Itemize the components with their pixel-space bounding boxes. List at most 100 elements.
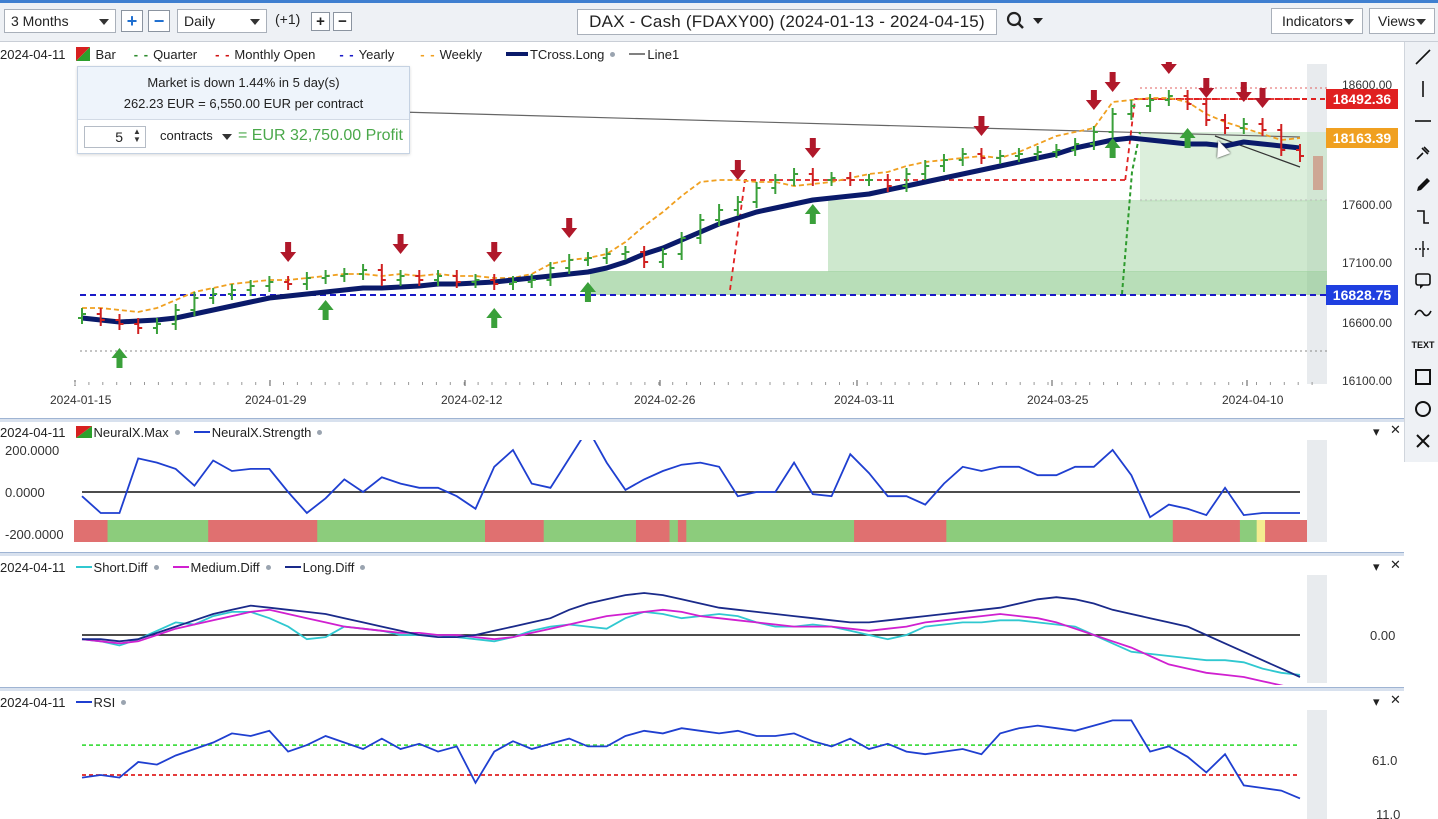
fib-tool[interactable] [1412,206,1434,228]
tcross-long-series [81,135,1301,325]
sell-arrow-icon [1160,62,1177,74]
diff-chart[interactable] [0,575,1404,685]
panel-divider[interactable] [0,687,1404,691]
long-diff-swatch-icon [284,566,301,568]
ellipse-tool[interactable] [1412,398,1434,420]
interval-select-value: Daily [184,13,216,29]
legend-item-short-diff: Short.Diff [93,559,148,575]
panel-close-icon[interactable]: ✕ [1390,422,1401,437]
offset-plus-button[interactable]: + [311,12,330,31]
indicators-button[interactable]: Indicators [1271,8,1363,34]
instrument-title[interactable]: DAX - Cash (FDAXY00) (2024-01-13 - 2024-… [577,9,997,35]
monthly-open-swatch: - - [215,46,231,62]
profit-calculator: Market is down 1.44% in 5 day(s) 262.23 … [77,66,410,154]
settings-dot-icon[interactable] [317,429,323,435]
views-button[interactable]: Views [1369,8,1435,34]
rsi-line [81,719,1301,800]
neural-chart[interactable] [0,440,1404,548]
legend-item-tcross-long: TCross.Long [529,46,605,62]
settings-dot-icon[interactable] [121,699,127,705]
monthly-zone [828,200,1327,272]
settings-dot-icon[interactable] [174,429,180,435]
legend-item-monthly-open: Monthly Open [234,46,316,62]
horizontal-line-tool[interactable] [1412,110,1434,132]
date-axis [74,380,1313,386]
minus-icon: − [153,11,165,31]
panel-divider[interactable] [0,552,1404,556]
interval-select[interactable]: Daily [177,9,267,33]
pin-tool[interactable] [1412,142,1434,164]
neural-max-band [1265,520,1308,542]
bar-swatch-icon [75,47,90,61]
legend-item-quarter: Quarter [153,46,198,62]
rectangle-tool[interactable] [1412,366,1434,388]
vertical-line-tool[interactable] [1412,78,1434,100]
weekly-swatch: - - [420,46,436,62]
panel-close-icon[interactable]: ✕ [1390,692,1401,707]
sell-arrow-icon [1254,88,1271,108]
date-axis-label: 2024-03-25 [1027,393,1089,407]
sell-arrow-icon [392,234,409,254]
neural-max-band [74,520,109,542]
panel-collapse-icon[interactable]: ▾ [1373,559,1380,574]
legend-date: 2024-04-11 [0,694,66,710]
chevron-down-icon[interactable] [222,134,232,145]
profit-value: EUR 32,750.00 Profit [251,127,403,144]
zoom-out-button[interactable]: − [148,10,170,32]
panel-close-icon[interactable]: ✕ [1390,557,1401,572]
neural-strength-swatch-icon [193,431,210,433]
neural-axis-label: -200.0000 [5,527,64,542]
callout-tool[interactable] [1412,270,1434,292]
panel-collapse-icon[interactable]: ▾ [1373,694,1380,709]
offset-label: (+1) [275,11,301,27]
legend-item-weekly: Weekly [439,46,482,62]
indicators-label: Indicators [1282,13,1343,29]
rsi-chart[interactable] [0,710,1404,819]
profit-result: = EUR 32,750.00 Profit [238,127,403,145]
neural-max-band [946,520,1174,542]
offset-minus-button[interactable]: − [333,12,352,31]
short-trendline [1214,135,1301,168]
zoom-in-button[interactable]: + [121,10,143,32]
rsi-swatch-icon [75,701,92,703]
legend-item-rsi: RSI [93,694,116,710]
trendline-tool[interactable] [1412,46,1434,68]
neural-max-band [677,520,687,542]
range-select[interactable]: 3 Months [4,9,116,33]
contracts-quantity-input[interactable]: 5 [84,126,146,148]
wave-icon [1414,309,1432,317]
sell-arrow-icon [804,138,821,158]
search-button[interactable] [1005,9,1045,33]
settings-dot-icon[interactable] [360,564,366,570]
legend-item-long-diff: Long.Diff [302,559,355,575]
pencil-tool[interactable] [1412,174,1434,196]
diff-scroll-track [1307,575,1327,683]
delete-drawings-tool[interactable] [1412,430,1434,452]
price-axis-label: 16100.00 [1342,374,1393,388]
sell-arrow-icon [1198,78,1215,98]
price-chart[interactable] [0,62,1404,418]
date-axis-label: 2024-02-12 [441,393,503,407]
quantity-stepper-icon[interactable]: ▲ ▼ [133,127,141,144]
neural-max-band [1256,520,1266,542]
settings-dot-icon[interactable] [265,564,271,570]
diff-legend: 2024-04-11 Short.Diff Medium.Diff Long.D… [0,558,379,576]
short-diff-swatch-icon [75,566,92,568]
drawing-toolbar: TEXT [1404,42,1438,462]
legend-date: 2024-04-11 [0,46,66,62]
panel-divider[interactable] [0,418,1404,422]
legend-item-neuralx-strength: NeuralX.Strength [211,424,312,440]
settings-dot-icon[interactable] [153,564,159,570]
settings-dot-icon[interactable] [610,51,616,57]
date-axis-label: 2024-02-26 [634,393,696,407]
diff-axis-label: 0.00 [1370,628,1396,643]
date-axis-label: 2024-04-10 [1222,393,1284,407]
sell-arrow-icon [1085,90,1102,110]
neural-max-band [485,520,545,542]
contracts-unit-select[interactable]: contracts [160,128,213,143]
panel-collapse-icon[interactable]: ▾ [1373,424,1380,439]
crosshair-tool[interactable] [1412,238,1434,260]
text-tool[interactable]: TEXT [1412,334,1435,356]
views-label: Views [1378,13,1416,29]
wave-tool[interactable] [1412,302,1434,324]
